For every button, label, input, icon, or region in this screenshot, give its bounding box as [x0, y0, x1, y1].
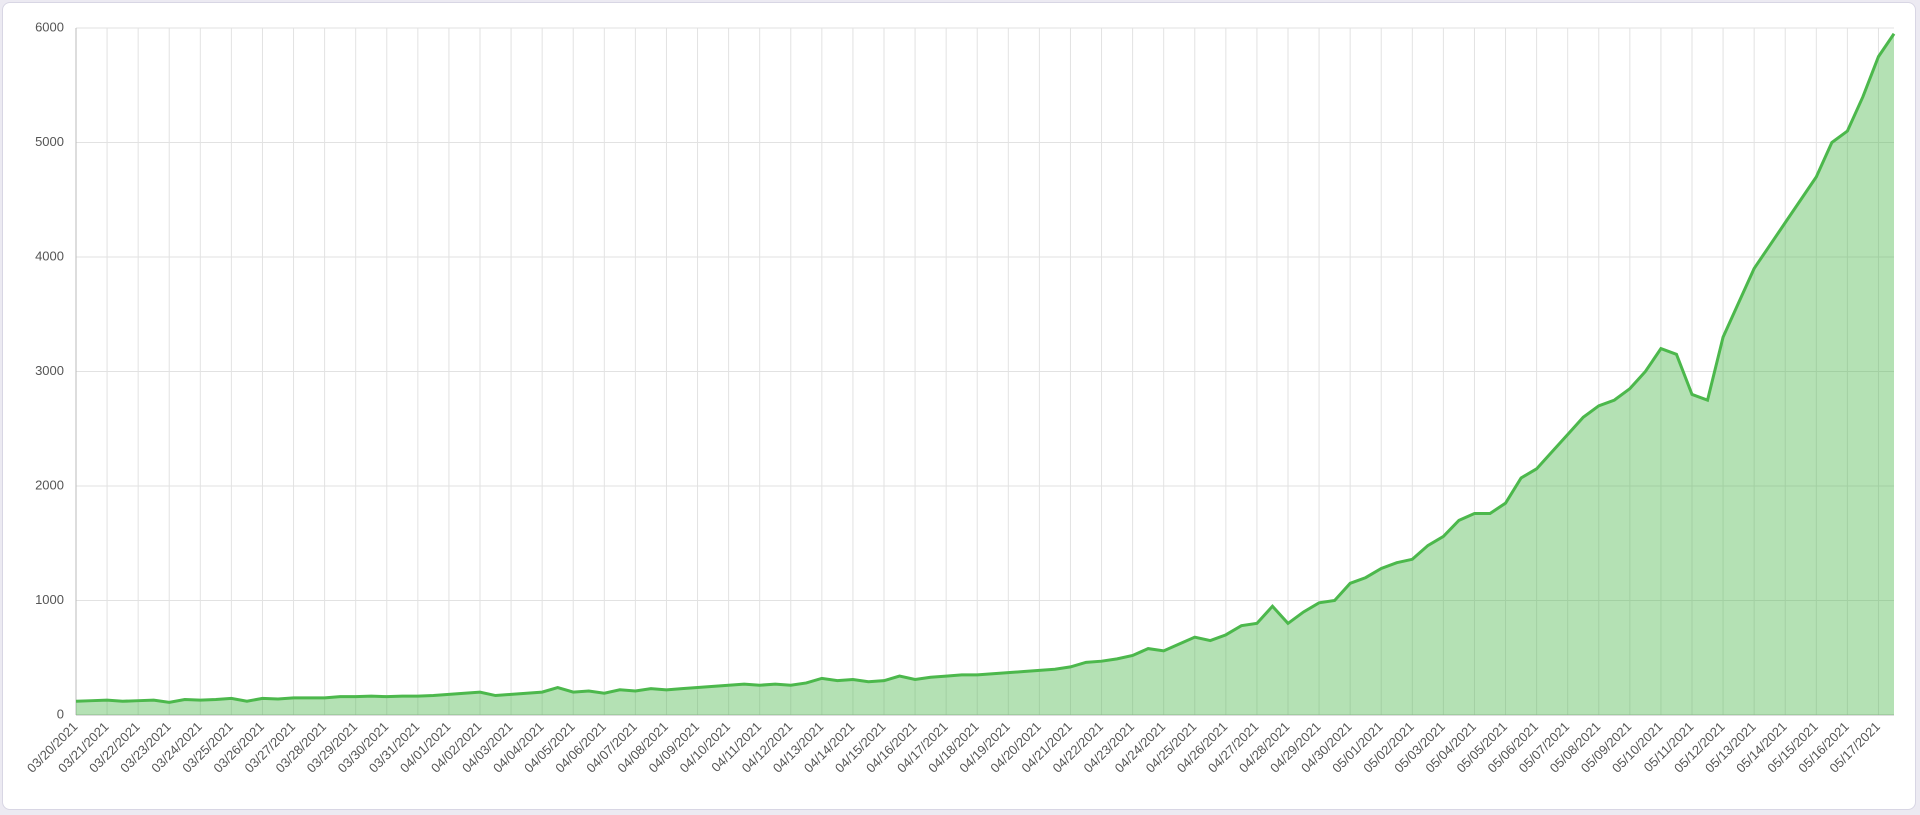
- y-tick-label: 4000: [35, 248, 64, 263]
- y-tick-label: 2000: [35, 477, 64, 492]
- y-tick-label: 5000: [35, 134, 64, 149]
- area: [76, 33, 1894, 716]
- y-tick-label: 0: [57, 706, 64, 721]
- y-tick-label: 1000: [35, 592, 64, 607]
- y-tick-label: 6000: [35, 19, 64, 34]
- y-tick-label: 3000: [35, 363, 64, 378]
- line: [75, 32, 1896, 704]
